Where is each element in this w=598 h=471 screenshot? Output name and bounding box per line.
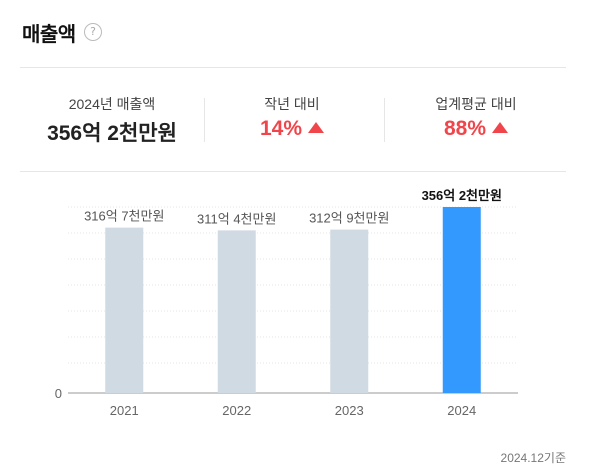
x-tick-label: 2023 — [335, 403, 364, 418]
bar-value-label: 311억 4천만원 — [197, 211, 276, 226]
page-title: 매출액 — [22, 24, 76, 46]
trend-up-icon — [308, 122, 325, 133]
bar — [105, 227, 144, 393]
stat-industry-label: 업계평균 대비 — [435, 96, 517, 112]
x-tick-label: 2024 — [447, 403, 476, 418]
stat-industry: 업계평균 대비 88% — [386, 94, 566, 141]
y-tick-label: 0 — [55, 386, 62, 401]
trend-up-icon — [492, 122, 509, 133]
mid-divider — [20, 171, 566, 172]
stat-revenue: 2024년 매출액 356억 2천만원 — [22, 94, 202, 147]
stat-yoy-value: 14% — [259, 117, 303, 140]
x-tick-label: 2022 — [222, 403, 251, 418]
bar — [442, 207, 481, 393]
bar-value-label: 316억 7천만원 — [84, 209, 164, 224]
stat-industry-row: 88% — [386, 117, 566, 141]
bar — [330, 229, 369, 393]
basis-date: 2024.12기준 — [500, 451, 566, 465]
help-icon[interactable]: ? — [84, 23, 102, 41]
bar — [217, 230, 256, 393]
x-tick-label: 2021 — [110, 403, 139, 418]
bar-value-label: 356억 2천만원 — [422, 188, 502, 203]
stat-yoy: 작년 대비 14% — [202, 94, 382, 141]
bar-value-label: 312억 9천만원 — [309, 211, 389, 226]
stat-industry-value: 88% — [443, 117, 487, 140]
top-divider — [20, 67, 566, 68]
revenue-bar-chart: 0 316억 7천만원 2021 311억 4천만원 2022 312억 9천만원 2023… — [55, 188, 518, 418]
stat-separator — [384, 98, 385, 142]
stat-yoy-label: 작년 대비 — [264, 96, 320, 112]
stat-yoy-row: 14% — [202, 117, 382, 141]
stat-revenue-value: 356억 2천만원 — [47, 122, 177, 145]
stat-separator — [204, 98, 205, 142]
stat-revenue-label: 2024년 매출액 — [68, 96, 156, 112]
